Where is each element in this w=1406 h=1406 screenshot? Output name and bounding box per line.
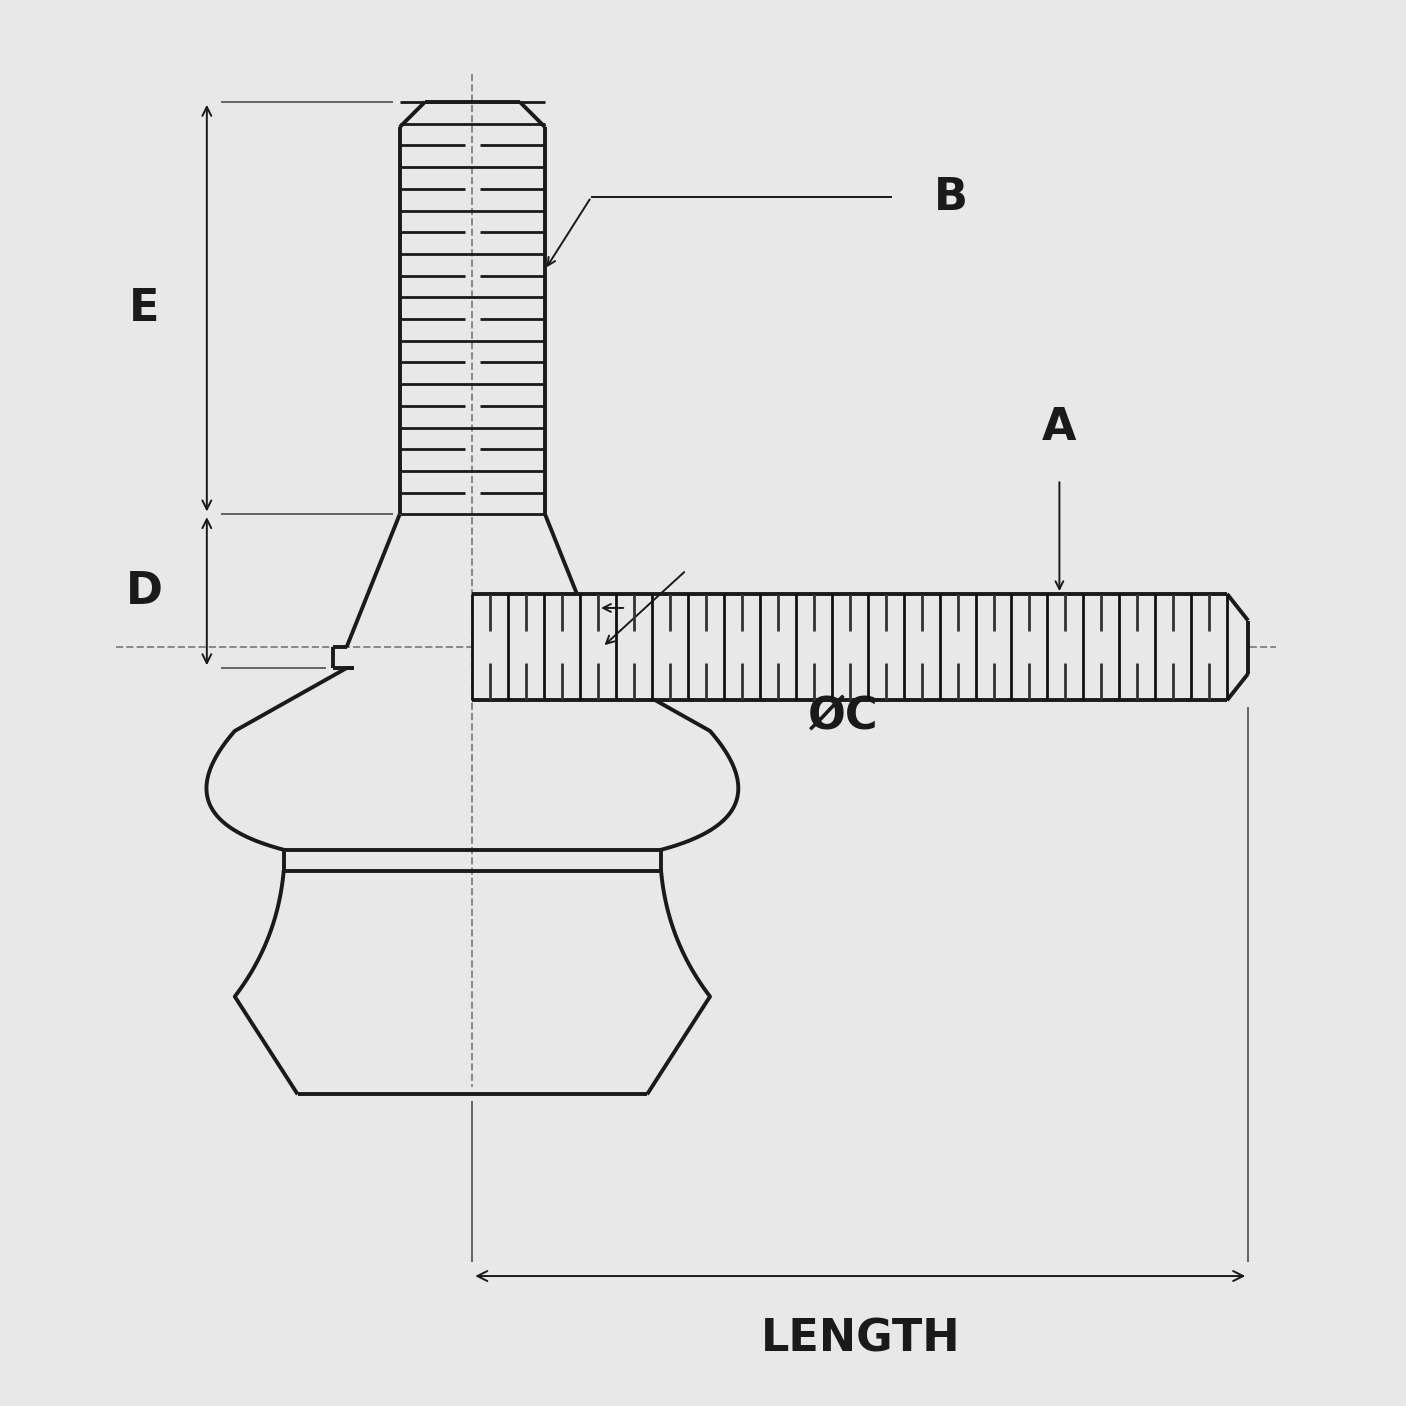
Text: B: B xyxy=(934,176,967,218)
Text: E: E xyxy=(129,287,159,329)
Text: A: A xyxy=(1042,405,1077,449)
Text: LENGTH: LENGTH xyxy=(761,1317,960,1361)
Text: D: D xyxy=(125,569,163,613)
Bar xyxy=(472,593,1249,700)
Text: ØC: ØC xyxy=(808,696,879,738)
